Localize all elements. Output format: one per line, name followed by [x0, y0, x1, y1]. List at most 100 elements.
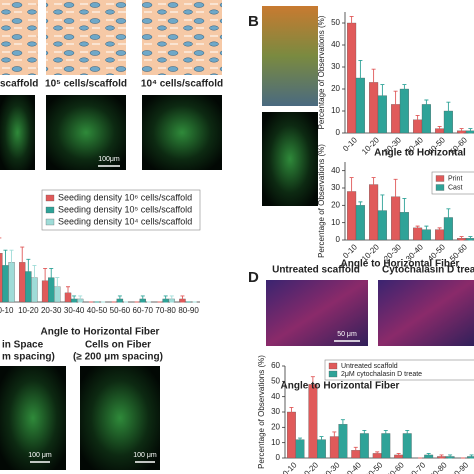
error-bar: [140, 295, 145, 303]
x-axis-title: Angle to Horizontal: [374, 148, 466, 159]
error-bar: [402, 84, 407, 94]
error-bar: [459, 236, 464, 241]
error-bar: [349, 177, 354, 206]
x-tick-label: 60-70: [133, 306, 154, 315]
micrograph: [46, 95, 126, 170]
error-bar: [78, 295, 83, 303]
spacing-sub: m spacing): [2, 352, 55, 363]
y-tick-label: 30: [271, 407, 280, 416]
micrograph: [378, 280, 474, 346]
x-tick-label: 20-30: [41, 306, 62, 315]
error-bar: [439, 454, 444, 459]
y-tick-label: 50: [271, 376, 280, 385]
y-tick-label: 0: [336, 128, 341, 137]
error-bar: [424, 225, 429, 234]
y-tick-label: 30: [331, 62, 340, 71]
error-bar: [163, 295, 168, 303]
legend-label: 2μM cytochalasin D treate: [341, 371, 422, 378]
micrograph: [262, 112, 318, 206]
legend-label: Untreated scaffold: [341, 363, 398, 370]
schematic: [46, 0, 126, 75]
bar: [399, 88, 409, 134]
error-bar: [349, 15, 354, 31]
legend-label: Print: [448, 175, 462, 182]
y-tick-label: 10: [331, 218, 340, 227]
error-bar: [459, 128, 464, 134]
error-bar: [468, 128, 473, 134]
y-tick-label: 40: [271, 392, 280, 401]
y-tick-label: 10: [271, 438, 280, 447]
schematic: [142, 0, 222, 75]
x-tick-label: 70-80: [428, 460, 449, 474]
y-tick-label: 20: [271, 422, 280, 431]
error-bar: [32, 264, 37, 291]
bar: [308, 384, 318, 459]
panel-label: D: [248, 269, 259, 286]
error-bar: [468, 236, 473, 241]
error-bar: [415, 114, 420, 125]
x-tick-label: 0-10: [0, 306, 14, 315]
micrograph: [142, 95, 222, 170]
bar: [402, 433, 412, 459]
x-tick-label: 80-90: [178, 306, 199, 315]
micrograph: [266, 280, 368, 346]
y-tick-label: 10: [331, 106, 340, 115]
seeding-label: scaffold: [0, 79, 38, 90]
legend-swatch: [45, 206, 55, 214]
error-bar: [424, 99, 429, 110]
micrograph: [0, 95, 35, 170]
error-bar: [358, 59, 363, 97]
error-bar: [49, 268, 54, 288]
x-axis-title: Angle to Horizontal Fiber: [341, 259, 460, 270]
error-bar: [319, 436, 324, 444]
error-bar: [332, 431, 337, 442]
legend-swatch: [45, 218, 55, 226]
y-axis-title: Percentage of Observations (%): [317, 15, 326, 129]
error-bar: [393, 90, 398, 119]
error-bar: [446, 208, 451, 227]
error-bar: [55, 277, 60, 297]
y-tick-label: 60: [271, 361, 280, 370]
micrograph: [0, 366, 66, 470]
y-tick-label: 40: [331, 166, 340, 175]
error-bar: [405, 429, 410, 437]
x-tick-label: 20-30: [321, 460, 342, 474]
error-bar: [43, 268, 48, 294]
legend-label: Seeding density 10⁵ cells/scaffold: [58, 204, 192, 214]
error-bar: [437, 125, 442, 132]
error-bar: [358, 201, 363, 210]
y-tick-label: 20: [331, 84, 340, 93]
bar: [0, 253, 3, 303]
error-bar: [437, 227, 442, 232]
error-bar: [371, 177, 376, 192]
error-bar: [469, 454, 474, 459]
bar: [338, 424, 348, 459]
legend-label: Seeding density 10⁴ cells/scaffold: [58, 216, 192, 226]
error-bar: [72, 295, 77, 303]
schematic: [0, 0, 38, 75]
bar: [369, 184, 379, 241]
legend-swatch: [328, 370, 338, 378]
panel-label: B: [248, 13, 259, 30]
spacing-sub: (≥ 200 μm spacing): [73, 352, 163, 363]
y-axis-title: Percentage of Observations (%): [317, 144, 326, 258]
x-tick-label: 0-10: [341, 135, 359, 153]
x-tick-label: 50-60: [110, 306, 131, 315]
micrograph: [80, 366, 160, 470]
error-bar: [117, 295, 122, 303]
x-tick-label: 70-80: [155, 306, 176, 315]
error-bar: [415, 225, 420, 231]
y-tick-label: 50: [331, 18, 340, 27]
legend-box: [41, 189, 201, 231]
legend-swatch: [45, 194, 55, 202]
seeding-label: 10⁴ cells/scaffold: [141, 79, 223, 90]
error-bar: [380, 194, 385, 227]
error-bar: [9, 249, 14, 275]
bar: [347, 22, 357, 134]
legend-label: Cast: [448, 184, 462, 191]
y-tick-label: 20: [331, 200, 340, 209]
x-tick-label: 30-40: [342, 460, 363, 474]
x-tick-label: 80-90: [449, 460, 470, 474]
error-bar: [383, 429, 388, 437]
scale-label: 100μm: [98, 156, 120, 163]
